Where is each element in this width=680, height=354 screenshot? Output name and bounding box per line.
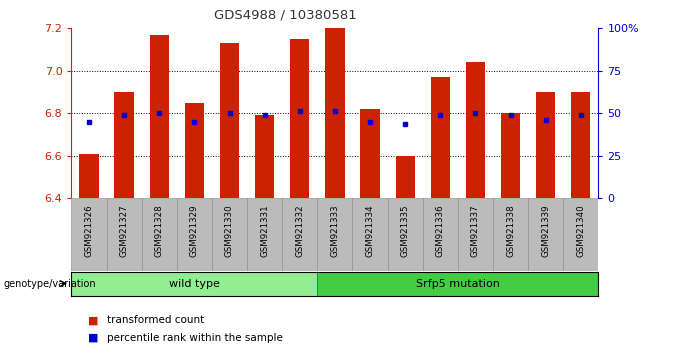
Bar: [563, 198, 598, 271]
Bar: [107, 198, 141, 271]
Text: GSM921333: GSM921333: [330, 204, 339, 257]
Text: GSM921340: GSM921340: [577, 204, 585, 257]
Bar: [536, 92, 556, 198]
Text: GSM921337: GSM921337: [471, 204, 480, 257]
Text: GSM921334: GSM921334: [366, 204, 375, 257]
Bar: [325, 28, 345, 198]
Bar: [360, 109, 379, 198]
Text: GSM921329: GSM921329: [190, 204, 199, 257]
Bar: [396, 156, 415, 198]
Text: GSM921330: GSM921330: [225, 204, 234, 257]
Text: transformed count: transformed count: [107, 315, 205, 325]
Bar: [318, 272, 598, 296]
Text: wild type: wild type: [169, 279, 220, 289]
Bar: [352, 198, 388, 271]
Bar: [458, 198, 493, 271]
Bar: [571, 92, 590, 198]
Bar: [114, 92, 134, 198]
Bar: [318, 198, 352, 271]
Bar: [290, 39, 309, 198]
Bar: [528, 198, 563, 271]
Bar: [247, 198, 282, 271]
Text: GSM921331: GSM921331: [260, 204, 269, 257]
Text: Srfp5 mutation: Srfp5 mutation: [416, 279, 500, 289]
Text: GDS4988 / 10380581: GDS4988 / 10380581: [214, 9, 357, 22]
Text: GSM921339: GSM921339: [541, 204, 550, 257]
Text: GSM921336: GSM921336: [436, 204, 445, 257]
Bar: [388, 198, 423, 271]
Bar: [150, 35, 169, 198]
Bar: [177, 198, 212, 271]
Bar: [185, 103, 204, 198]
Bar: [141, 198, 177, 271]
Bar: [80, 154, 99, 198]
Bar: [255, 115, 274, 198]
Text: percentile rank within the sample: percentile rank within the sample: [107, 333, 284, 343]
Bar: [423, 198, 458, 271]
Bar: [71, 272, 318, 296]
Bar: [501, 113, 520, 198]
Text: genotype/variation: genotype/variation: [3, 279, 96, 289]
Bar: [493, 198, 528, 271]
Bar: [466, 62, 485, 198]
Text: ■: ■: [88, 333, 99, 343]
Text: GSM921328: GSM921328: [155, 204, 164, 257]
Text: GSM921327: GSM921327: [120, 204, 129, 257]
Text: GSM921338: GSM921338: [506, 204, 515, 257]
Bar: [71, 198, 107, 271]
Bar: [282, 198, 318, 271]
Text: GSM921335: GSM921335: [401, 204, 409, 257]
Text: GSM921326: GSM921326: [84, 204, 93, 257]
Text: ■: ■: [88, 315, 99, 325]
Bar: [430, 77, 450, 198]
Bar: [212, 198, 247, 271]
Bar: [220, 43, 239, 198]
Text: GSM921332: GSM921332: [295, 204, 304, 257]
